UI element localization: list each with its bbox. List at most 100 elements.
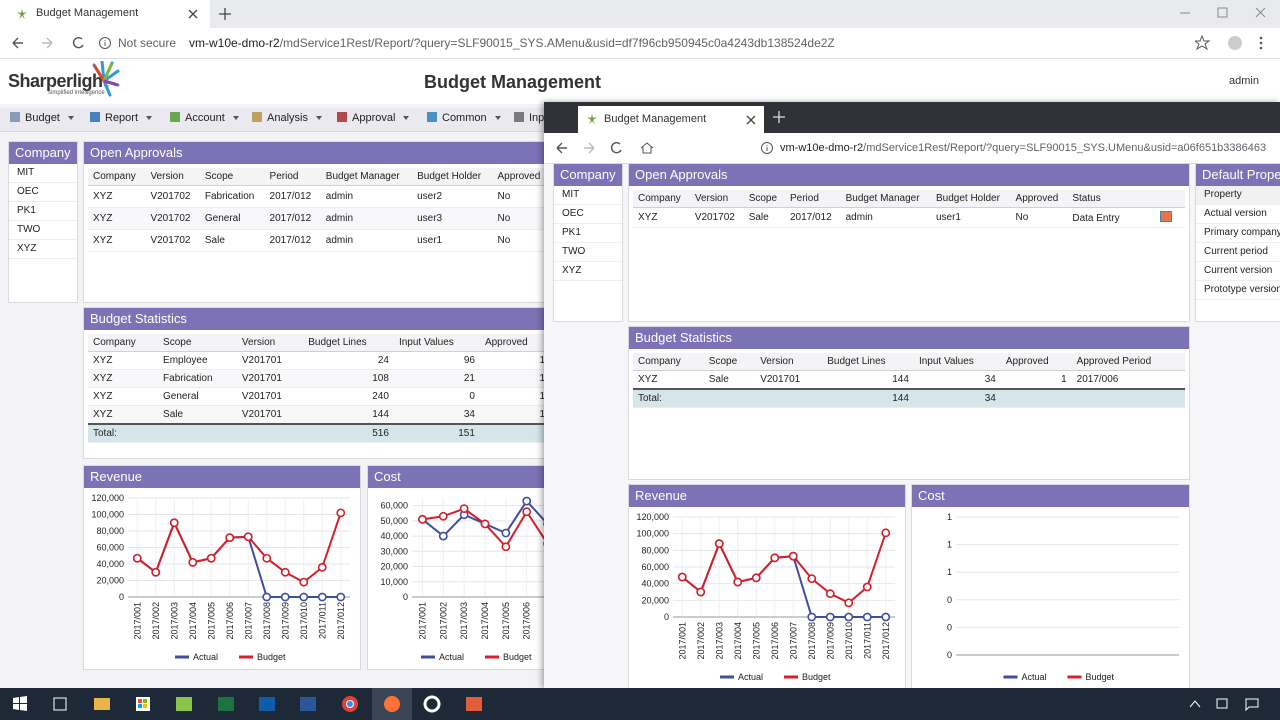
- panel-title: Open Approvals: [84, 142, 554, 164]
- table-row[interactable]: XYZ General V201701 240 0 1: [88, 387, 550, 406]
- panel-title: Company: [9, 142, 77, 164]
- x-tick-label: 2017/003: [459, 602, 469, 640]
- x-tick-label: 2017/003: [714, 622, 724, 660]
- menu-item[interactable]: Analysis: [252, 112, 322, 124]
- status-icon[interactable]: [1159, 211, 1172, 222]
- table-row[interactable]: XYZ V201702 Sale 2017/012 admin user1 No: [88, 229, 550, 252]
- x-tick-label: 2017/004: [480, 602, 490, 640]
- x-tick-label: 2017/001: [417, 602, 427, 640]
- table-row[interactable]: XYZ Fabrication V201701 108 21 1: [88, 369, 550, 388]
- table-row[interactable]: XYZ V201702 Sale 2017/012 admin user1 No Data E…: [633, 207, 1185, 228]
- column-header: Approved: [492, 168, 550, 186]
- panel-title: Budget Statistics: [84, 308, 554, 330]
- info-icon[interactable]: [761, 142, 773, 154]
- toolbar-icons[interactable]: [1195, 35, 1271, 51]
- list-item[interactable]: XYZ: [9, 240, 77, 259]
- table-row[interactable]: XYZ Sale V201701 144 34 1: [88, 405, 550, 425]
- total-cell: [479, 424, 550, 443]
- x-tick-label: 2017/004: [188, 602, 198, 640]
- tab-close[interactable]: [188, 9, 198, 19]
- column-header: Version: [145, 168, 200, 186]
- total-cell: Total:: [633, 389, 704, 408]
- panel-body: 0 10,000 20,000 30,000 40,000 50,000 60,000 201…: [368, 488, 568, 669]
- menu-item[interactable]: Account: [170, 112, 239, 124]
- table-cell: V201702: [689, 207, 744, 228]
- header-row: Company Version Scope Period Budget Manager B…: [88, 168, 550, 186]
- menu-icon: [252, 112, 262, 122]
- data-point: [132, 553, 142, 563]
- data-point: [336, 508, 346, 518]
- menu-item[interactable]: Budget: [10, 112, 74, 124]
- url[interactable]: vm-w10e-dmo-r2/mdService1Rest/Report/?qu…: [780, 142, 1266, 154]
- list-item[interactable]: OEC: [554, 205, 622, 224]
- menu-item[interactable]: Approval: [337, 112, 410, 124]
- info-icon[interactable]: [99, 37, 111, 49]
- window-controls[interactable]: [1176, 6, 1272, 20]
- list-item[interactable]: TWO: [9, 221, 77, 240]
- revenue-panel: Revenue 0 20,000 40,000 60,000 80,000 100,000 1…: [83, 465, 361, 670]
- list-item[interactable]: Current period: [1196, 243, 1280, 262]
- table-cell: XYZ: [633, 207, 690, 228]
- y-tick-label: 0: [119, 592, 124, 602]
- app-title: Budget Management: [424, 72, 602, 92]
- table-cell: XYZ: [88, 369, 159, 388]
- table-cell: 2017/012: [264, 185, 321, 208]
- list-item[interactable]: OEC: [9, 183, 77, 202]
- y-tick-label: 0: [947, 622, 952, 632]
- x-tick-label: 2017/007: [243, 602, 253, 640]
- tab-close[interactable]: [746, 115, 756, 125]
- data-point: [299, 577, 309, 587]
- table-cell: 21: [393, 369, 480, 388]
- list-item[interactable]: Primary company: [1196, 224, 1280, 243]
- list-item[interactable]: Prototype version: [1196, 281, 1280, 300]
- popup-tab[interactable]: Budget Management: [578, 106, 764, 133]
- list-item[interactable]: MIT: [9, 164, 77, 183]
- list-item[interactable]: PK1: [554, 224, 622, 243]
- data-table: Company Version Scope Period Budget Manager B…: [633, 190, 1185, 228]
- panel-title: Cost: [912, 485, 1189, 507]
- x-tick-label: 2017/011: [862, 622, 872, 659]
- column-header: Budget Manager: [320, 168, 413, 186]
- menu-item[interactable]: Inp: [514, 112, 544, 124]
- table-row[interactable]: XYZ Sale V201701 144 34 1 2017/006: [633, 370, 1185, 390]
- panel-body: 0 20,000 40,000 60,000 80,000 100,000 120,000 2…: [84, 488, 360, 669]
- table-row[interactable]: XYZ V201702 General 2017/012 admin user3 No: [88, 207, 550, 230]
- chart: 0 0 0 1 1 1 Actual Budget: [947, 512, 1179, 682]
- menu-icon: [337, 112, 347, 122]
- menu-label: Approval: [352, 112, 396, 124]
- list-item[interactable]: PK1: [9, 202, 77, 221]
- list-item[interactable]: Current version: [1196, 262, 1280, 281]
- menu-item[interactable]: Common: [427, 112, 501, 124]
- table-cell: Data Entry: [1067, 207, 1185, 228]
- nav-buttons[interactable]: [10, 36, 90, 50]
- url-path: /mdService1Rest/Report/?query=SLF90015_S…: [863, 142, 1267, 154]
- table-row[interactable]: XYZ V201702 Fabrication 2017/012 admin user2 N…: [88, 185, 550, 208]
- column-header: Period: [264, 168, 321, 186]
- panel-body: 0 0 0 1 1 1 Actual Budget: [912, 507, 1189, 689]
- column-header: Scope: [199, 168, 265, 186]
- data-point: [501, 542, 511, 552]
- y-tick-label: 60,000: [380, 501, 408, 511]
- list-item[interactable]: XYZ: [554, 262, 622, 281]
- table-row[interactable]: XYZ Employee V201701 24 96 1: [88, 351, 550, 370]
- list-item[interactable]: Property: [1196, 186, 1280, 205]
- panel-body: Company Scope Version Budget Lines Input Val…: [629, 349, 1189, 479]
- list-item[interactable]: Actual version: [1196, 205, 1280, 224]
- cost-panel: Cost 0 0 0 1 1 1 Actual Budget: [911, 484, 1190, 690]
- user-name[interactable]: admin: [1229, 75, 1259, 87]
- table-cell: Employee: [158, 351, 237, 370]
- data-point: [844, 598, 854, 608]
- url[interactable]: vm-w10e-dmo-r2/mdService1Rest/Report/?qu…: [189, 36, 835, 50]
- column-header: Company: [88, 168, 146, 186]
- list-item[interactable]: TWO: [554, 243, 622, 262]
- taskbar-icons[interactable]: [0, 688, 1280, 720]
- menu-label: Inp: [529, 112, 545, 124]
- new-tab[interactable]: [773, 111, 785, 123]
- y-tick-label: 10,000: [380, 577, 408, 587]
- nav-buttons[interactable]: [554, 141, 654, 155]
- new-tab[interactable]: [219, 8, 231, 20]
- table-cell: admin: [320, 207, 413, 230]
- tab[interactable]: Budget Management: [0, 0, 210, 28]
- list-item[interactable]: MIT: [554, 186, 622, 205]
- menu-item[interactable]: Report: [90, 112, 153, 124]
